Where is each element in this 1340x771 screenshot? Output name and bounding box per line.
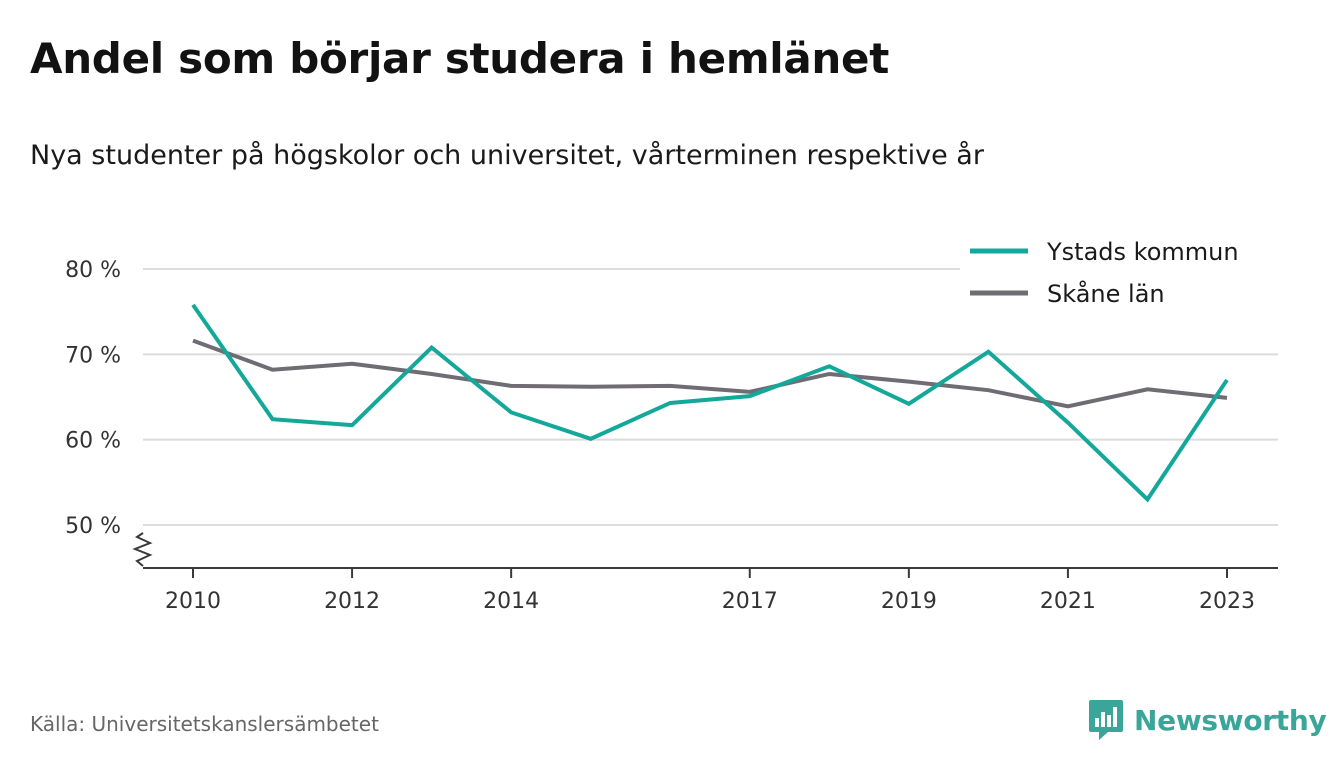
legend-label: Ystads kommun bbox=[1046, 238, 1239, 266]
newsworthy-logo: Newsworthy bbox=[1088, 697, 1327, 743]
brand-name: Newsworthy bbox=[1134, 703, 1327, 737]
y-tick-label: 60 % bbox=[65, 429, 121, 454]
newsworthy-bar-chart-icon bbox=[1089, 700, 1123, 740]
legend-background bbox=[960, 234, 1280, 318]
series-line-sk-ne-l-n bbox=[192, 338, 1228, 409]
y-tick-label: 80 % bbox=[65, 258, 121, 283]
source-note: Källa: Universitetskanslersämbetet bbox=[30, 712, 379, 736]
x-tick-label: 2017 bbox=[722, 589, 778, 614]
axis-break-icon bbox=[132, 532, 153, 567]
y-tick-label: 70 % bbox=[65, 343, 121, 368]
y-tick-label: 50 % bbox=[65, 514, 121, 539]
chart-title: Andel som börjar studera i hemlänet bbox=[30, 34, 889, 83]
chart-subtitle: Nya studenter på högskolor och universit… bbox=[30, 140, 984, 171]
legend-label: Skåne län bbox=[1047, 279, 1165, 308]
x-tick-label: 2010 bbox=[165, 589, 221, 614]
x-tick-label: 2021 bbox=[1040, 589, 1096, 614]
x-tick-label: 2012 bbox=[324, 589, 380, 614]
x-tick-label: 2019 bbox=[881, 589, 937, 614]
series-line-ystads-kommun bbox=[191, 303, 1229, 503]
x-tick-label: 2023 bbox=[1199, 589, 1255, 614]
x-tick-label: 2014 bbox=[483, 589, 539, 614]
